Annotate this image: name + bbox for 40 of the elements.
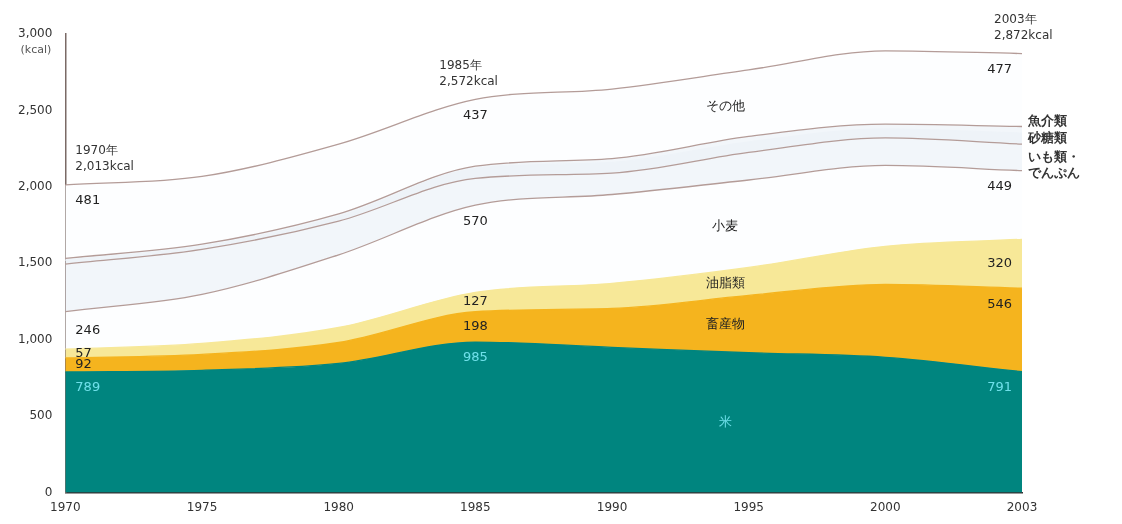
- data-label: 546: [987, 295, 1012, 311]
- data-label: 985: [462, 349, 488, 365]
- data-label: 570: [462, 212, 488, 228]
- data-label: 320: [987, 255, 1012, 271]
- y-axis-title: (kcal): [20, 42, 52, 56]
- y-tick-label: 2,000: [17, 178, 53, 193]
- y-tick-label: 0: [44, 484, 53, 499]
- y-tick-label: 1,500: [17, 255, 53, 270]
- x-tick-label: 1975: [186, 499, 218, 514]
- data-label: 789: [75, 379, 101, 395]
- data-label: 791: [987, 379, 1012, 395]
- annotation: 1985年 2,572kcal: [439, 57, 498, 88]
- series-label: 油脂類: [705, 275, 745, 291]
- annotation: 1970年 2,013kcal: [75, 143, 134, 173]
- data-label: 127: [462, 293, 488, 309]
- series-label: いも類・でんぷん: [1028, 148, 1080, 180]
- y-tick-label: 500: [29, 408, 53, 423]
- y-tick-label: 3,000: [17, 26, 53, 41]
- data-label: 198: [462, 318, 488, 334]
- x-tick-label: 1985: [460, 499, 491, 514]
- data-label: 246: [75, 321, 101, 337]
- data-label: 449: [987, 178, 1012, 194]
- x-tick-label: 2000: [870, 499, 901, 514]
- series-label: 小麦: [712, 217, 739, 233]
- annotation: 2003年 2,872kcal: [994, 11, 1053, 42]
- series-label: その他: [705, 98, 745, 114]
- series-label: 米: [718, 413, 732, 429]
- x-tick-label: 1980: [323, 499, 354, 514]
- data-label: 481: [75, 192, 101, 208]
- x-tick-label: 2003: [1006, 499, 1038, 514]
- x-tick-label: 1995: [733, 499, 764, 514]
- x-tick-label: 1990: [596, 499, 628, 514]
- series-label: 砂糖類: [1027, 130, 1067, 146]
- series-label: 畜産物: [705, 316, 745, 332]
- data-label: 477: [987, 60, 1012, 76]
- data-label: 437: [462, 106, 488, 122]
- series-label: 魚介類: [1027, 113, 1067, 129]
- y-tick-label: 1,000: [17, 331, 53, 346]
- x-tick-label: 1970: [50, 499, 81, 514]
- y-tick-label: 2,500: [17, 102, 53, 117]
